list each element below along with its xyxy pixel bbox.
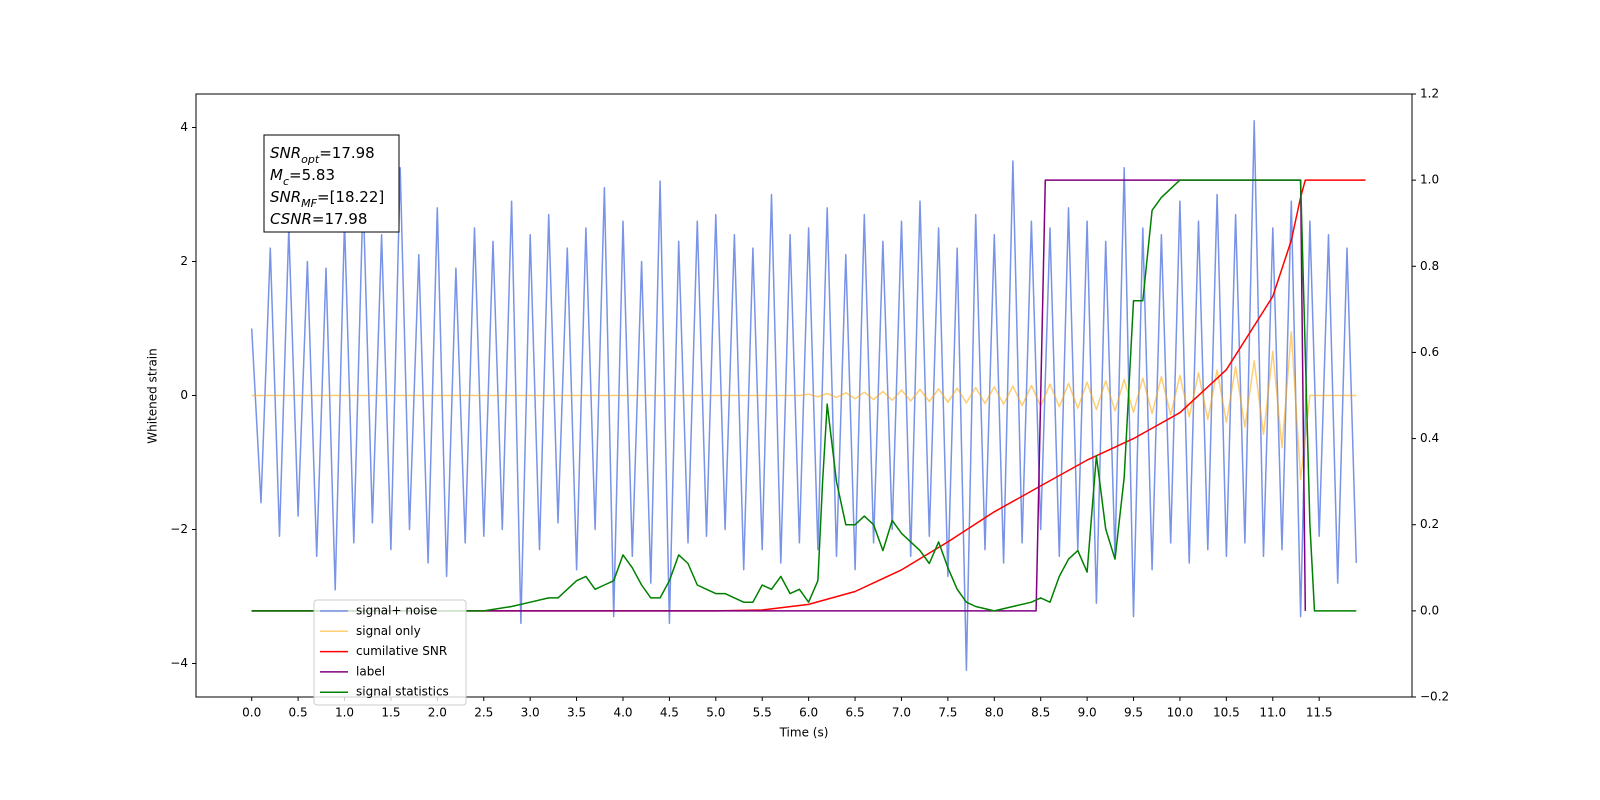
y-tick-label: 0 xyxy=(180,388,188,402)
annotation-symbol: M xyxy=(270,166,283,184)
x-tick-label: 9.0 xyxy=(1078,706,1097,720)
x-tick-label: 4.0 xyxy=(613,706,632,720)
x-tick-label: 7.5 xyxy=(938,706,957,720)
annotation: CSNR=17.98 xyxy=(270,210,367,228)
annotation-box xyxy=(263,134,400,233)
series-line xyxy=(251,331,1357,481)
x-tick-label: 3.0 xyxy=(521,706,540,720)
x-tick-label: 10.5 xyxy=(1213,706,1240,720)
annotation-symbol: CSNR xyxy=(270,210,312,228)
legend-label: signal only xyxy=(356,624,421,638)
series-line xyxy=(251,179,1357,612)
x-tick-label: 6.5 xyxy=(846,706,865,720)
annotation-subscript: opt xyxy=(301,153,320,166)
y-tick-label: −2 xyxy=(170,522,188,536)
x-tick-label: 1.0 xyxy=(335,706,354,720)
annotation-subscript: c xyxy=(283,175,289,188)
legend-label: label xyxy=(356,664,385,678)
legend-label: cumilative SNR xyxy=(356,644,447,658)
x-tick-label: 5.5 xyxy=(753,706,772,720)
series-line xyxy=(251,179,1366,612)
x-tick-label: 10.0 xyxy=(1167,706,1194,720)
annotation-symbol: SNR xyxy=(270,188,301,206)
x-tick-label: 3.5 xyxy=(567,706,586,720)
x-tick-label: 7.0 xyxy=(892,706,911,720)
x-tick-label: 6.0 xyxy=(799,706,818,720)
x-tick-label: 4.5 xyxy=(660,706,679,720)
x-tick-label: 2.0 xyxy=(428,706,447,720)
y2-tick-label: 1.0 xyxy=(1420,173,1439,187)
x-tick-label: 8.5 xyxy=(1031,706,1050,720)
y-tick-label: 2 xyxy=(180,254,188,268)
x-tick-label: 8.0 xyxy=(985,706,1004,720)
y2-tick-label: 0.0 xyxy=(1420,603,1439,617)
x-tick-label: 5.0 xyxy=(706,706,725,720)
legend-label: signal statistics xyxy=(356,685,449,699)
annotation-value: =17.98 xyxy=(312,210,368,228)
annotation-subscript: MF xyxy=(301,197,317,210)
x-tick-label: 1.5 xyxy=(381,706,400,720)
y-tick-label: 4 xyxy=(180,120,188,134)
x-tick-label: 9.5 xyxy=(1124,706,1143,720)
annotation: SNRopt=17.98 xyxy=(270,144,375,166)
annotation-symbol: SNR xyxy=(270,144,301,162)
annotation-value: =17.98 xyxy=(319,144,375,162)
y-axis-label: Whitened strain xyxy=(146,348,160,444)
annotation: SNRMF=[18.22] xyxy=(270,188,384,210)
x-tick-label: 2.5 xyxy=(474,706,493,720)
y2-tick-label: 0.4 xyxy=(1420,431,1439,445)
annotation: Mc=5.83 xyxy=(270,166,335,188)
annotation-value: =5.83 xyxy=(289,166,335,184)
y2-tick-label: 1.2 xyxy=(1420,87,1439,101)
y2-tick-label: 0.6 xyxy=(1420,345,1439,359)
series-line xyxy=(251,179,1307,612)
x-tick-label: 11.5 xyxy=(1306,706,1333,720)
y-tick-label: −4 xyxy=(170,656,188,670)
legend-label: signal+ noise xyxy=(356,604,437,618)
y2-tick-label: 0.8 xyxy=(1420,259,1439,273)
x-axis-label: Time (s) xyxy=(779,726,829,740)
series-line xyxy=(250,120,1358,671)
y2-tick-label: −0.2 xyxy=(1420,690,1449,704)
x-tick-label: 0.5 xyxy=(289,706,308,720)
legend-box xyxy=(313,599,467,706)
y2-tick-label: 0.2 xyxy=(1420,517,1439,531)
x-tick-label: 11.0 xyxy=(1259,706,1286,720)
x-tick-label: 0.0 xyxy=(242,706,261,720)
annotation-value: =[18.22] xyxy=(317,188,384,206)
